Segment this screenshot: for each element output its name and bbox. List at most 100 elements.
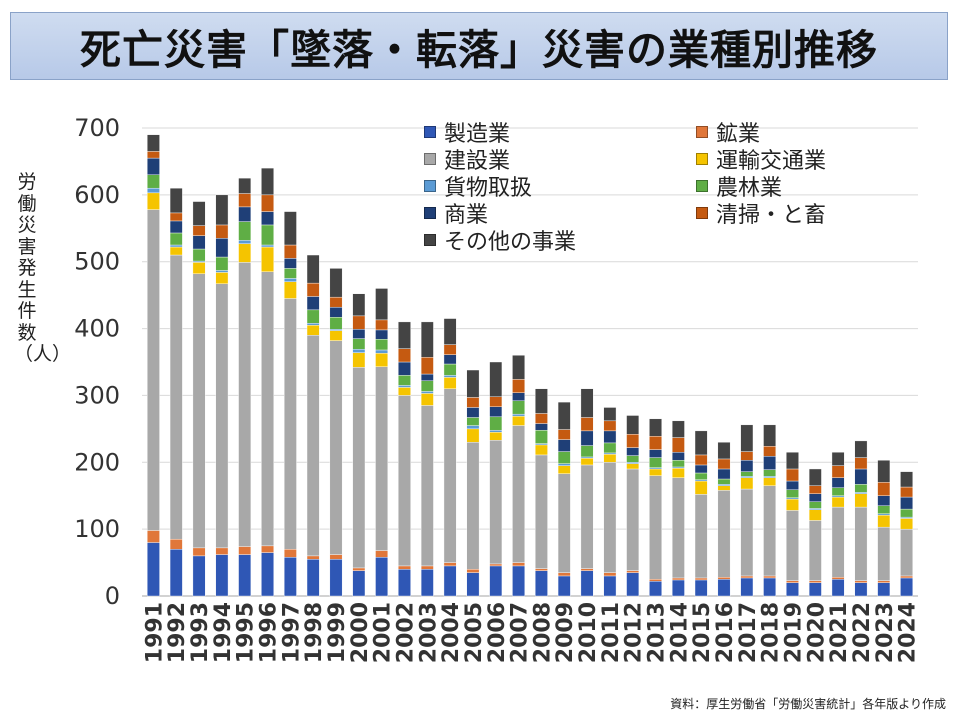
bar-segment — [740, 471, 754, 477]
bar-segment — [283, 268, 297, 279]
y-tick-label: 200 — [74, 448, 120, 476]
bar-segment — [306, 335, 320, 557]
source-note: 資料：厚生労働省「労働災害統計」各年版より作成 — [670, 697, 946, 711]
bar-segment — [854, 457, 868, 470]
bar-segment — [877, 505, 891, 514]
bar-segment — [740, 460, 754, 472]
bar-segment — [831, 452, 845, 466]
bar-segment — [557, 401, 571, 430]
bar-segment — [238, 262, 252, 547]
bar-segment — [147, 174, 160, 189]
bar-segment — [671, 466, 685, 469]
bar-segment — [420, 357, 434, 375]
x-tick-label: 1999 — [325, 602, 350, 663]
bar-segment — [238, 546, 252, 555]
bar-segment — [329, 330, 343, 341]
bar-segment — [147, 192, 160, 210]
x-tick-label: 2013 — [645, 602, 670, 663]
bar-segment — [603, 442, 617, 454]
bar-segment — [557, 575, 571, 597]
bar-segment — [808, 493, 822, 502]
bar-segment — [466, 572, 480, 597]
bar-segment — [557, 473, 571, 573]
bar-segment — [169, 244, 183, 248]
bar-segment — [147, 151, 160, 159]
bar-segment — [489, 563, 503, 567]
bar-segment — [626, 415, 640, 435]
bar-segment — [443, 565, 457, 597]
bar-segment — [557, 463, 571, 466]
bar-segment — [717, 478, 731, 485]
bar-segment — [877, 495, 891, 506]
bar-segment — [626, 570, 640, 573]
y-tick-label: 300 — [74, 381, 120, 409]
bar-segment — [535, 570, 548, 597]
legend-item: 運輸交通業 — [696, 143, 826, 175]
legend-swatch — [424, 207, 436, 219]
legend-swatch — [696, 126, 708, 138]
bar-segment — [877, 526, 891, 581]
y-tick-label: 100 — [74, 515, 120, 543]
bar-segment — [900, 471, 913, 488]
bar-segment — [238, 240, 252, 244]
bar-segment — [169, 254, 183, 540]
bar-segment — [831, 465, 845, 478]
bar-segment — [808, 580, 822, 583]
bar-segment — [375, 366, 389, 551]
bar-segment — [580, 464, 594, 569]
bar-segment — [626, 463, 640, 470]
bar-segment — [329, 268, 343, 298]
bar-segment — [877, 513, 891, 516]
bar-segment — [283, 258, 297, 269]
x-tick-label: 2001 — [371, 602, 396, 663]
bar-segment — [443, 377, 457, 389]
bar-segment — [535, 429, 548, 444]
bar-segment — [375, 353, 389, 367]
legend-item: 農林業 — [696, 170, 782, 202]
bar-segment — [329, 296, 343, 308]
bar-segment — [420, 321, 434, 358]
bar-segment — [261, 224, 274, 246]
bar-segment — [671, 460, 685, 468]
bar-segment — [215, 272, 229, 284]
bar-segment — [580, 445, 594, 458]
bar-segment — [489, 396, 503, 407]
bar-segment — [261, 167, 274, 196]
bar-segment — [603, 420, 617, 432]
bar-segment — [671, 420, 685, 438]
y-tick-label: 400 — [74, 315, 120, 343]
bar-segment — [831, 496, 845, 508]
bar-segment — [740, 477, 754, 490]
bar-segment — [580, 430, 594, 446]
bar-segment — [261, 246, 274, 272]
bar-segment — [512, 379, 525, 393]
bar-segment — [147, 209, 160, 531]
bar-segment — [740, 488, 754, 577]
bar-segment — [420, 405, 434, 567]
bar-segment — [557, 429, 571, 440]
bar-segment — [831, 579, 845, 597]
bar-segment — [831, 577, 845, 580]
x-tick-label: 2002 — [393, 602, 418, 663]
bar-segment — [786, 580, 799, 583]
bar-segment — [375, 288, 389, 321]
bar-segment — [443, 388, 457, 563]
bar-segment — [808, 468, 822, 486]
bar-segment — [261, 194, 274, 212]
bar-segment — [169, 538, 183, 550]
bar-segment — [466, 417, 480, 426]
bar-segment — [854, 440, 868, 458]
bar-segment — [580, 458, 594, 466]
bar-segment — [283, 557, 297, 597]
y-tick-label: 0 — [105, 582, 120, 610]
bar-segment — [603, 572, 617, 577]
bar-segment — [169, 246, 183, 256]
bar-segment — [671, 437, 685, 453]
legend-label: 清掃・と畜 — [716, 203, 827, 228]
bar-segment — [306, 254, 320, 284]
bar-segment — [831, 495, 845, 498]
bar-segment — [512, 392, 525, 401]
x-tick-label: 1993 — [188, 602, 213, 663]
y-tick-label: 500 — [74, 248, 120, 276]
